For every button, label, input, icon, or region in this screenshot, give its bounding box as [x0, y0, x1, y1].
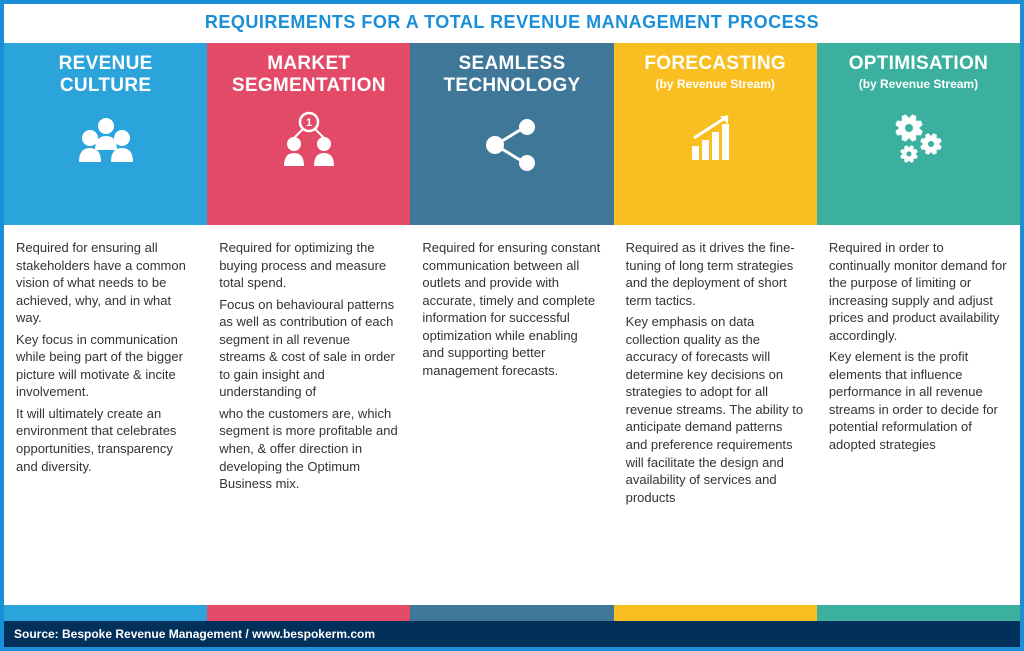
column-header: FORECASTING (by Revenue Stream)	[614, 43, 817, 225]
segmentation-icon: 1	[274, 109, 344, 181]
column-footer-stripe	[817, 605, 1020, 621]
column-body-paragraph: Required for ensuring all stakeholders h…	[16, 239, 195, 327]
column-body-paragraph: who the customers are, which segment is …	[219, 405, 398, 493]
main-title: REQUIREMENTS FOR A TOTAL REVENUE MANAGEM…	[4, 4, 1020, 43]
column-body: Required for ensuring constant communica…	[410, 225, 613, 605]
people-icon	[71, 109, 141, 181]
infographic-container: REQUIREMENTS FOR A TOTAL REVENUE MANAGEM…	[0, 0, 1024, 651]
column-body-paragraph: Required in order to continually monitor…	[829, 239, 1008, 344]
column: REVENUECULTURE Required for ensuring all…	[4, 43, 207, 621]
column-body-paragraph: Required for optimizing the buying proce…	[219, 239, 398, 292]
gears-icon	[883, 103, 953, 175]
column-title: FORECASTING	[644, 53, 786, 75]
column-title: REVENUECULTURE	[59, 53, 153, 97]
column-body: Required for optimizing the buying proce…	[207, 225, 410, 605]
columns-row: REVENUECULTURE Required for ensuring all…	[4, 43, 1020, 621]
column-footer-stripe	[614, 605, 817, 621]
column: OPTIMISATION (by Revenue Stream) Required …	[817, 43, 1020, 621]
column-body: Required for ensuring all stakeholders h…	[4, 225, 207, 605]
column-footer-stripe	[4, 605, 207, 621]
column-body: Required in order to continually monitor…	[817, 225, 1020, 605]
column-body-paragraph: Required as it drives the fine-tuning of…	[626, 239, 805, 309]
column-header: OPTIMISATION (by Revenue Stream)	[817, 43, 1020, 225]
column-subtitle: (by Revenue Stream)	[656, 77, 775, 91]
column-body: Required as it drives the fine-tuning of…	[614, 225, 817, 605]
column-body-paragraph: Focus on behavioural patterns as well as…	[219, 296, 398, 401]
column-header: MARKETSEGMENTATION 1	[207, 43, 410, 225]
column-header: REVENUECULTURE	[4, 43, 207, 225]
column: SEAMLESSTECHNOLOGY Required for ensuring…	[410, 43, 613, 621]
column-body-paragraph: Key emphasis on data collection quality …	[626, 313, 805, 506]
column-title: MARKETSEGMENTATION	[232, 53, 386, 97]
column-body-paragraph: Required for ensuring constant communica…	[422, 239, 601, 379]
chart-arrow-icon	[680, 103, 750, 175]
column-subtitle: (by Revenue Stream)	[859, 77, 978, 91]
column-title: OPTIMISATION	[849, 53, 988, 75]
column-title: SEAMLESSTECHNOLOGY	[443, 53, 580, 97]
share-icon	[477, 109, 547, 181]
column-body-paragraph: Key element is the profit elements that …	[829, 348, 1008, 453]
column-header: SEAMLESSTECHNOLOGY	[410, 43, 613, 225]
column-footer-stripe	[410, 605, 613, 621]
column-body-paragraph: It will ultimately create an environment…	[16, 405, 195, 475]
column: FORECASTING (by Revenue Stream) Required …	[614, 43, 817, 621]
source-bar: Source: Bespoke Revenue Management / www…	[4, 621, 1020, 647]
column-body-paragraph: Key focus in communication while being p…	[16, 331, 195, 401]
column-footer-stripe	[207, 605, 410, 621]
column: MARKETSEGMENTATION 1 Required for optimi…	[207, 43, 410, 621]
svg-text:1: 1	[306, 117, 312, 129]
